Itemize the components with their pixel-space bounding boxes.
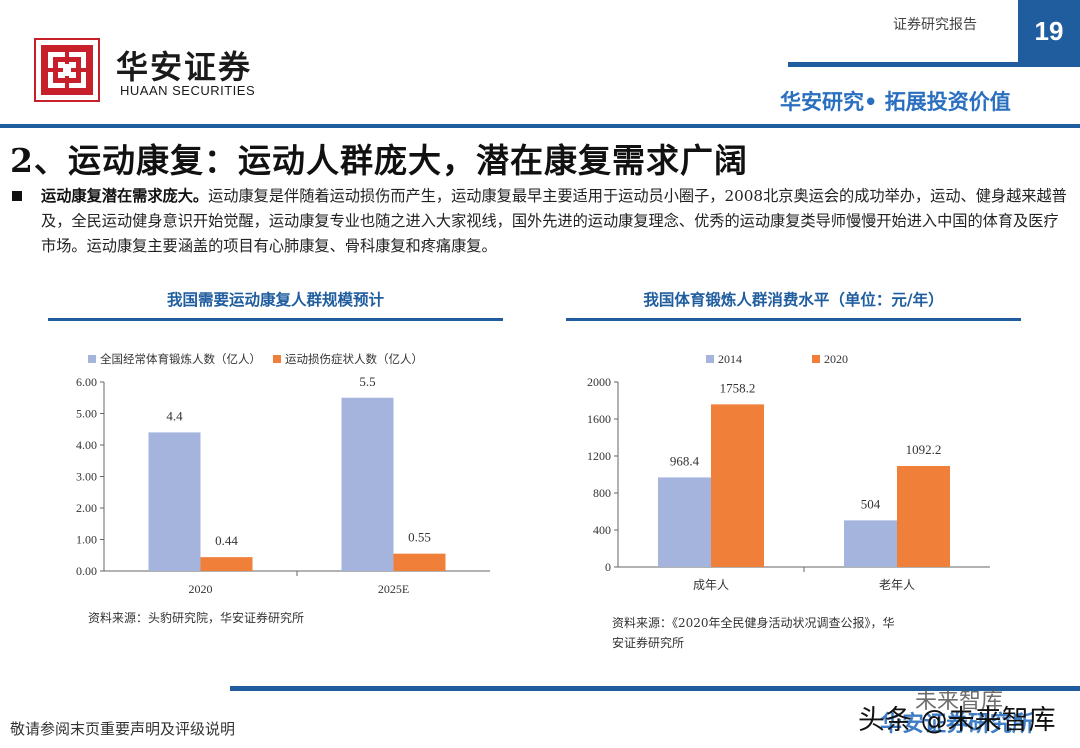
chart2-bar-0-0: [658, 477, 711, 567]
section-title: 2、运动康复：运动人群庞大，潜在康复需求广阔: [10, 141, 748, 180]
chart2-svg: 2014 2020 0 400 800 1200 1600 2000 968.4 1758.2 成年…: [587, 352, 990, 592]
chart2-data-label-1-0: 1758.2: [720, 380, 756, 395]
chart1-y-tick-label-2: 2.00: [76, 501, 97, 515]
watermark-mid: 华安证券研究所: [880, 712, 1035, 737]
chart1-title: 我国需要运动康复人群规模预计: [166, 290, 384, 309]
chart1-legend-swatch-1: [273, 355, 281, 363]
footer-divider: [230, 686, 1080, 691]
chart1-y-tick-label-4: 4.00: [76, 438, 97, 452]
chart2-y-tick-label-3: 1200: [587, 449, 611, 463]
brand-name-en: HUAAN SECURITIES: [120, 83, 256, 98]
chart1-bar-1-0: [200, 557, 253, 571]
watermark-top: 未来智库: [915, 689, 1004, 714]
chart2-x-tick-label-1: 老年人: [879, 578, 915, 592]
chart1-source: 资料来源：头豹研究院，华安证券研究所: [88, 611, 305, 625]
chart1-data-label-1-0: 0.44: [215, 533, 238, 548]
chart2-legend-label-0: 2014: [718, 352, 742, 366]
chart2-data-label-0-1: 504: [861, 496, 881, 511]
chart2-y-tick-label-5: 2000: [587, 375, 611, 389]
chart1-svg: 全国经常体育锻炼人数（亿人） 运动损伤症状人数（亿人） 0.00 1.00 2.00 3.…: [76, 352, 490, 596]
chart1-legend-label-1: 运动损伤症状人数（亿人）: [285, 352, 423, 366]
body-lead: 运动康复潜在需求庞大。: [41, 187, 209, 205]
brand-name-cn: 华安证券: [116, 48, 253, 86]
header-accent-rule: [788, 62, 1080, 67]
chart1-y-tick-label-3: 3.00: [76, 470, 97, 484]
chart1-data-label-1-1: 0.55: [408, 530, 431, 545]
header-divider: [0, 124, 1080, 128]
chart2-bar-1-0: [711, 404, 764, 567]
chart2-legend-swatch-1: [812, 355, 820, 363]
chart1-bar-0-0: [148, 432, 201, 571]
chart2-legend-swatch-0: [706, 355, 714, 363]
chart2-x-tick-label-0: 成年人: [693, 578, 729, 592]
chart1-y-tick-label-0: 0.00: [76, 564, 97, 578]
chart1-legend-swatch-0: [88, 355, 96, 363]
chart1-y-tick-label-5: 5.00: [76, 407, 97, 421]
chart2-data-label-1-1: 1092.2: [906, 442, 942, 457]
chart2-legend-label-1: 2020: [824, 352, 848, 366]
chart1-x-tick-label-0: 2020: [189, 582, 213, 596]
chart2-bar-0-1: [844, 520, 897, 567]
chart2-source-line2: 安证券研究所: [612, 636, 685, 650]
chart2-y-tick-label-4: 1600: [587, 412, 611, 426]
square-bullet-icon: [12, 191, 22, 201]
chart1-y-tick-label-1: 1.00: [76, 533, 97, 547]
huaan-logo-icon: [34, 38, 100, 102]
footer-disclaimer: 敬请参阅末页重要声明及评级说明: [10, 720, 236, 738]
chart1-bar-1-1: [393, 553, 446, 571]
chart1-bar-0-1: [341, 397, 394, 571]
chart1-x-tick-label-1: 2025E: [378, 582, 409, 596]
chart2-y-tick-label-2: 800: [593, 486, 611, 500]
watermark-front: 头条 @未来智库: [858, 705, 1056, 736]
chart2-data-label-0-0: 968.4: [670, 453, 700, 468]
body-text: 运动康复是伴随着运动损伤而产生，运动康复最早主要适用于运动员小圈子，2008北京…: [41, 187, 1067, 255]
chart2-bar-1-1: [897, 465, 950, 567]
chart1-data-label-0-1: 5.5: [359, 374, 375, 389]
chart1-data-label-0-0: 4.4: [166, 408, 183, 423]
chart2-title: 我国体育锻炼人群消费水平（单位：元/年）: [643, 290, 944, 309]
report-type-label: 证券研究报告: [893, 17, 977, 33]
slogan: 华安研究• 拓展投资价值: [780, 90, 1011, 114]
chart2-y-tick-label-1: 400: [593, 523, 611, 537]
page-number: 19: [1018, 0, 1080, 62]
chart1-y-tick-label-6: 6.00: [76, 375, 97, 389]
chart2-y-tick-label-0: 0: [605, 560, 611, 574]
chart1-title-rule: [48, 318, 503, 321]
chart2-title-rule: [566, 318, 1021, 321]
chart2-source-line1: 资料来源：《2020年全民健身活动状况调查公报》，华: [612, 616, 895, 630]
section-body: 运动康复潜在需求庞大。运动康复是伴随着运动损伤而产生，运动康复最早主要适用于运动…: [41, 184, 1071, 259]
chart2-source: 资料来源：《2020年全民健身活动状况调查公报》，华 安证券研究所: [612, 613, 895, 653]
chart1-legend-label-0: 全国经常体育锻炼人数（亿人）: [100, 352, 261, 366]
